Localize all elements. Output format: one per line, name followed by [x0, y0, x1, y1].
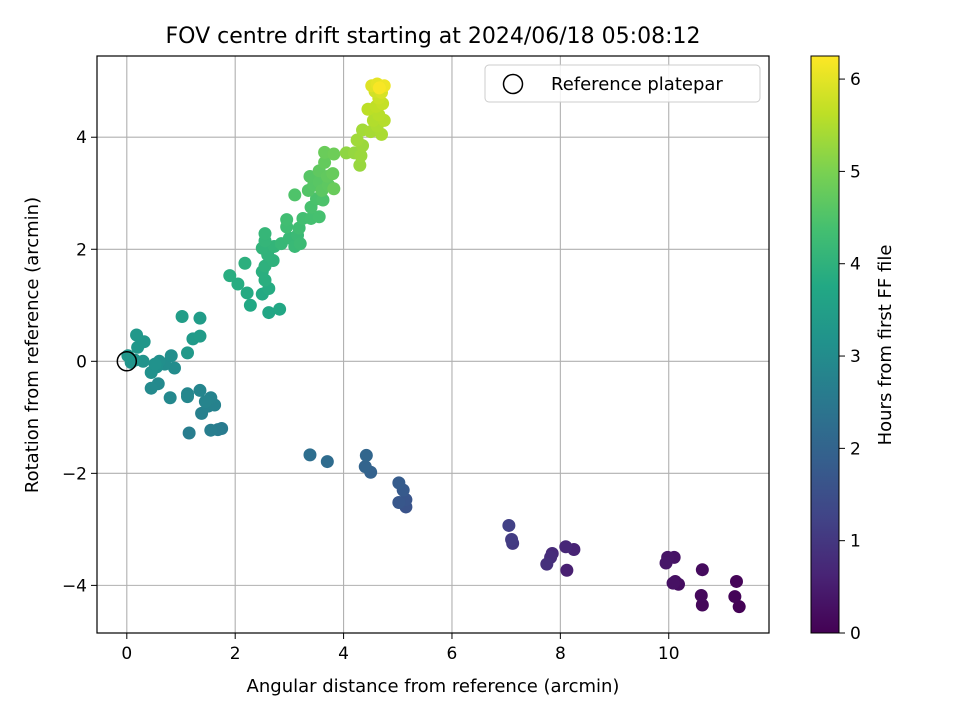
chart-title: FOV centre drift starting at 2024/06/18 …	[166, 24, 701, 49]
data-point	[198, 395, 212, 409]
x-tick-label: 6	[447, 644, 458, 664]
data-point	[182, 426, 196, 440]
y-axis-ticks: −4 −2 0 2 4	[62, 128, 97, 596]
data-point	[167, 361, 181, 375]
data-point	[732, 600, 746, 614]
x-axis-label: Angular distance from reference (arcmin)	[247, 676, 620, 697]
data-point	[231, 277, 245, 291]
data-points	[121, 77, 746, 614]
legend-reference-marker	[502, 73, 524, 95]
data-point	[694, 588, 708, 602]
colorbar-tick-label: 5	[850, 162, 861, 182]
data-point	[695, 598, 709, 612]
data-point	[695, 563, 709, 577]
data-point	[181, 390, 195, 404]
plot-frame	[96, 55, 770, 634]
data-point	[238, 256, 252, 270]
data-point	[392, 476, 406, 490]
y-tick-label: 2	[76, 240, 87, 260]
data-point	[354, 149, 368, 163]
data-point	[193, 383, 207, 397]
data-point	[288, 188, 302, 202]
data-point	[164, 349, 178, 363]
colorbar-label: Hours from first FF file	[875, 245, 896, 446]
data-point	[320, 455, 334, 469]
x-tick-label: 0	[121, 644, 132, 664]
data-point	[293, 237, 307, 251]
data-point	[659, 556, 673, 570]
data-point	[559, 540, 573, 554]
colorbar-tick-label: 6	[850, 70, 861, 90]
reference-platepar-marker	[116, 351, 138, 372]
x-tick-label: 8	[555, 644, 566, 664]
y-tick-label: −2	[62, 464, 87, 484]
data-point	[144, 381, 158, 395]
data-point	[666, 576, 680, 590]
data-point	[327, 147, 341, 161]
data-point	[163, 391, 177, 405]
data-point	[312, 210, 326, 224]
data-point	[560, 563, 574, 577]
data-point	[358, 460, 372, 474]
data-point	[502, 518, 516, 532]
data-point	[359, 448, 373, 462]
x-tick-label: 4	[338, 644, 349, 664]
x-tick-label: 2	[230, 644, 241, 664]
data-point	[350, 133, 364, 147]
data-point	[316, 193, 330, 207]
data-point	[280, 213, 294, 227]
legend-label: Reference platepar	[551, 74, 723, 95]
data-point	[148, 357, 162, 371]
data-point	[204, 423, 218, 437]
legend-box	[484, 64, 761, 103]
data-point	[505, 532, 519, 546]
colorbar-tick-label: 2	[850, 439, 861, 459]
data-point	[262, 306, 276, 320]
legend: Reference platepar	[484, 64, 761, 103]
y-tick-label: −4	[62, 576, 87, 596]
data-point	[258, 227, 272, 241]
colorbar-ticks: 0 1 2 3 4 5 6	[839, 70, 861, 644]
x-axis-ticks: 0 2 4 6 8 10	[121, 633, 680, 664]
data-point	[240, 286, 254, 300]
data-point	[181, 346, 195, 360]
data-point	[327, 182, 341, 196]
data-point	[326, 167, 340, 181]
y-tick-label: 0	[76, 352, 87, 372]
data-point	[193, 311, 207, 325]
colorbar-tick-label: 4	[850, 255, 861, 275]
data-point	[318, 155, 332, 169]
data-point	[540, 557, 554, 571]
y-axis-label: Rotation from reference (arcmin)	[22, 197, 43, 493]
colorbar-tick-label: 0	[850, 624, 861, 644]
colorbar-tick-label: 1	[850, 532, 861, 552]
reference-point-group	[116, 351, 138, 372]
colorbar-tick-label: 3	[850, 347, 861, 367]
data-point	[243, 298, 257, 312]
x-tick-label: 10	[658, 644, 680, 664]
data-point	[223, 269, 237, 283]
data-point	[372, 81, 386, 95]
data-point	[175, 309, 189, 323]
data-point	[193, 329, 207, 343]
y-tick-label: 4	[76, 128, 87, 148]
data-point	[728, 590, 742, 604]
grid-lines	[97, 56, 769, 633]
colorbar	[810, 55, 840, 634]
data-point	[729, 574, 743, 588]
data-point	[303, 448, 317, 462]
data-point	[273, 302, 287, 316]
data-point	[353, 158, 367, 172]
data-point	[392, 495, 406, 509]
data-point	[130, 328, 144, 342]
